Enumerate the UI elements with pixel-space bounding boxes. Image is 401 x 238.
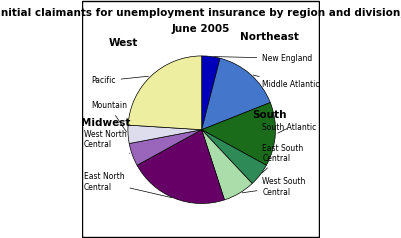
Text: Northeast: Northeast (240, 32, 299, 42)
Text: East North
Central: East North Central (84, 172, 172, 198)
Wedge shape (128, 125, 202, 144)
Text: West South
Central: West South Central (242, 177, 306, 197)
Text: June 2005: June 2005 (171, 24, 230, 34)
Text: Middle Atlantic: Middle Atlantic (253, 75, 320, 89)
Text: West: West (108, 38, 138, 48)
Wedge shape (202, 103, 275, 165)
Text: Initial claimants for unemployment insurance by region and division,: Initial claimants for unemployment insur… (0, 8, 401, 18)
Text: Mountain: Mountain (91, 101, 127, 132)
Text: South Atlantic: South Atlantic (262, 123, 317, 133)
Text: Pacific: Pacific (91, 76, 148, 85)
Text: New England: New England (214, 54, 313, 63)
Wedge shape (202, 130, 252, 200)
Text: West North
Central: West North Central (84, 129, 130, 153)
Text: East South
Central: East South Central (262, 144, 304, 173)
Text: South: South (252, 110, 287, 120)
Text: Midwest: Midwest (81, 118, 130, 128)
Wedge shape (202, 58, 270, 130)
Wedge shape (202, 130, 266, 183)
Wedge shape (129, 130, 202, 165)
Wedge shape (137, 130, 225, 203)
Wedge shape (202, 56, 220, 130)
Wedge shape (128, 56, 202, 130)
